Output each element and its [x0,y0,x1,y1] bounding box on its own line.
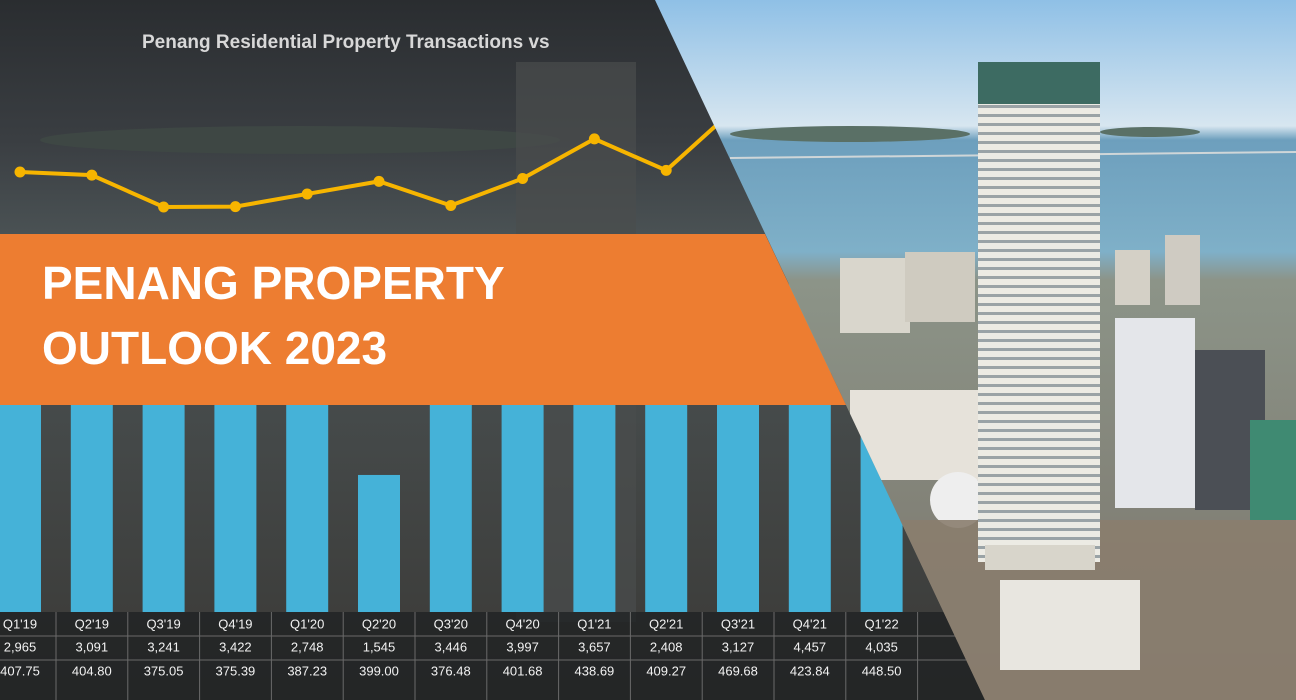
price-cell: 375.05 [144,663,184,678]
transactions-cell: 3,091 [76,639,109,654]
price-cell: 423.84 [790,663,830,678]
line-point [517,172,529,184]
transactions-cell: 4,035 [865,639,898,654]
price-cell: 387.23 [287,663,327,678]
building [1115,250,1150,305]
transactions-cell: 3,127 [722,639,755,654]
column-header: Q4'20 [505,616,539,631]
komtar-tower [978,62,1100,562]
column-header: Q3'19 [146,616,180,631]
price-cell: 401.68 [503,663,543,678]
price-cell: 404.80 [72,663,112,678]
transactions-cell: 3,657 [578,639,611,654]
line-point [14,166,26,178]
chart-title: Penang Residential Property Transactions… [142,32,550,53]
transactions-cell: 3,241 [147,639,180,654]
data-table: Q1'19 2,965 407.75 Q2'19 3,091 404.80 Q3'19 3,2… [0,612,1296,700]
transactions-cell: 2,965 [4,639,37,654]
line-point [301,188,313,200]
column-header: Q3'20 [434,616,468,631]
price-cell: 407.75 [0,663,40,678]
column-header: Q4'21 [793,616,827,631]
banner-title: PENANG PROPERTY [42,257,505,309]
line-point [588,133,600,145]
transactions-cell: 3,997 [506,639,539,654]
column-header: Q4'19 [218,616,252,631]
price-cell: 448.50 [862,663,902,678]
bar [645,398,688,612]
line-point [445,199,457,211]
building [840,258,910,333]
hills [40,126,560,154]
line-point [158,201,170,213]
building [1165,235,1200,305]
column-header: Q2'19 [75,616,109,631]
price-cell: 409.27 [646,663,686,678]
column-header: Q3'21 [721,616,755,631]
price-cell: 438.69 [575,663,615,678]
line-point [86,169,98,181]
transactions-cell: 1,545 [363,639,396,654]
price-cell: 376.48 [431,663,471,678]
transactions-cell: 4,457 [794,639,827,654]
column-header: Q1'21 [577,616,611,631]
banner-title: OUTLOOK 2023 [42,322,387,374]
line-point [373,175,385,187]
dome [930,472,986,528]
column-header: Q2'20 [362,616,396,631]
building [1115,318,1195,508]
column-header: Q1'20 [290,616,324,631]
building [1250,420,1296,520]
transactions-cell: 3,446 [435,639,468,654]
building [905,252,975,322]
bar [286,368,329,612]
transactions-cell: 3,422 [219,639,252,654]
island [1100,127,1200,137]
transactions-cell: 2,748 [291,639,324,654]
line-point [229,201,241,213]
price-cell: 399.00 [359,663,399,678]
price-cell: 469.68 [718,663,758,678]
tower-top [978,62,1100,104]
line-point [660,164,672,176]
transactions-cell: 2,408 [650,639,683,654]
column-header: Q1'19 [3,616,37,631]
bar [358,474,400,612]
column-header: Q1'22 [864,616,898,631]
building [1000,580,1140,670]
tower-base [985,545,1095,570]
island [730,126,970,142]
price-cell: 375.39 [216,663,256,678]
column-header: Q2'21 [649,616,683,631]
banner [0,234,846,405]
